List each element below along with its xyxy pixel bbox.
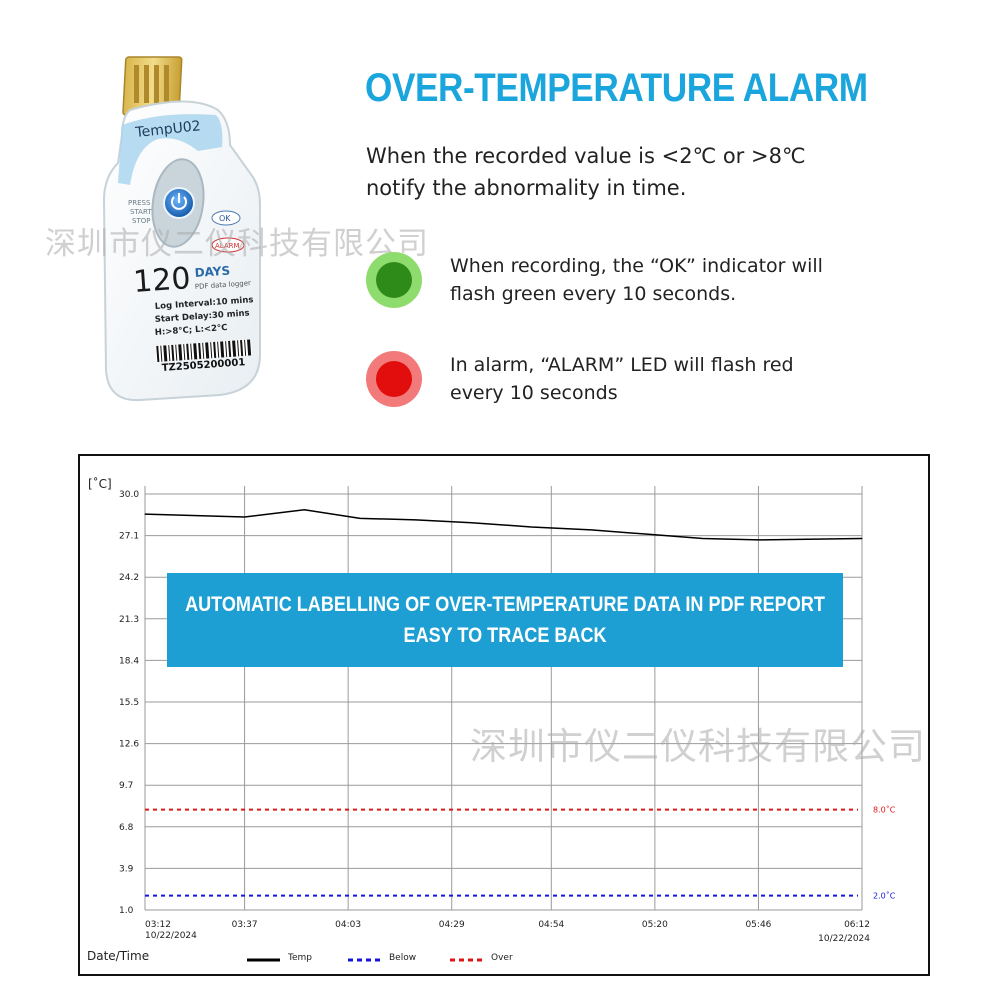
data-point xyxy=(415,519,417,521)
legend-label-temp: Temp xyxy=(287,953,312,963)
device-model: TempU02 xyxy=(134,118,202,141)
temperature-logger-device: TempU02 PRESS START STOP OK ALARM 120 DA… xyxy=(102,56,261,402)
x-tick-label: 05:20 xyxy=(642,920,668,930)
alarm-description: When the recorded value is <2℃ or >8℃ no… xyxy=(366,140,806,204)
data-point xyxy=(471,522,473,524)
page-title: OVER-TEMPERATURE ALARM xyxy=(365,66,868,110)
x-tick-label: 05:46 xyxy=(745,920,771,930)
data-point xyxy=(359,517,361,519)
legend-label-over: Over xyxy=(491,953,513,963)
y-tick-label: 21.3 xyxy=(119,615,139,625)
power-icon xyxy=(171,193,187,210)
y-tick-label: 9.7 xyxy=(119,781,133,791)
data-point xyxy=(144,513,146,515)
info-banner: AUTOMATIC LABELLING OF OVER-TEMPERATURE … xyxy=(167,573,843,667)
x-tick-label: 03:12 xyxy=(145,920,171,930)
button-label-press: PRESS xyxy=(128,199,151,207)
x-end-date: 10/22/2024 xyxy=(818,934,870,944)
x-tick-label: 04:54 xyxy=(538,920,564,930)
alarm-indicator-text: In alarm, “ALARM” LED will flash red eve… xyxy=(450,354,794,404)
chart-frame xyxy=(78,454,930,976)
watermark-top: 深圳市仪二仪科技有限公司 xyxy=(45,226,429,262)
usb-connector xyxy=(122,56,183,116)
legend-label-below: Below xyxy=(389,953,416,963)
button-label-stop: STOP xyxy=(132,217,150,225)
description-line-2: notify the abnormality in time. xyxy=(366,176,687,200)
y-tick-label: 15.5 xyxy=(119,698,139,708)
watermark-bottom: 深圳市仪二仪科技有限公司 xyxy=(470,725,926,768)
y-tick-label: 30.0 xyxy=(119,490,139,500)
x-start-date: 10/22/2024 xyxy=(145,931,197,941)
x-tick-label: 04:03 xyxy=(335,920,361,930)
data-point xyxy=(861,537,863,539)
days-word: DAYS xyxy=(194,264,230,280)
y-tick-label: 1.0 xyxy=(119,906,134,916)
data-point xyxy=(646,533,648,535)
data-point xyxy=(530,526,532,528)
y-tick-label: 27.1 xyxy=(119,532,139,542)
x-tick-label: 04:29 xyxy=(439,920,465,930)
alarm-led-label: ALARM xyxy=(215,242,240,250)
threshold-label-over: 8.0˚C xyxy=(873,805,896,815)
banner-line-1: AUTOMATIC LABELLING OF OVER-TEMPERATURE … xyxy=(185,593,825,616)
data-point xyxy=(303,509,305,511)
alarm-indicator-row: In alarm, “ALARM” LED will flash red eve… xyxy=(366,351,870,407)
y-tick-label: 12.6 xyxy=(119,740,139,750)
y-tick-label: 18.4 xyxy=(119,656,139,666)
data-point xyxy=(757,539,759,541)
x-tick-label: 06:12 xyxy=(844,920,870,930)
banner-line-2: EASY TO TRACE BACK xyxy=(403,624,607,647)
data-point xyxy=(702,537,704,539)
y-axis-label: [˚C] xyxy=(88,476,112,491)
device-subtitle: PDF data logger xyxy=(195,279,252,291)
x-tick-label: 03:37 xyxy=(232,920,258,930)
threshold-label-below: 2.0˚C xyxy=(873,891,896,901)
series-line-temp xyxy=(144,509,863,541)
y-tick-label: 3.9 xyxy=(119,864,134,874)
ok-indicator-text: When recording, the “OK” indicator will … xyxy=(450,255,823,305)
x-axis-label: Date/Time xyxy=(87,949,149,963)
device-body xyxy=(102,100,261,402)
green-led-icon xyxy=(366,252,422,308)
y-tick-label: 6.8 xyxy=(119,823,134,833)
data-point xyxy=(590,529,592,531)
data-point xyxy=(244,516,246,518)
description-line-1: When the recorded value is <2℃ or >8℃ xyxy=(366,144,806,168)
red-led-icon xyxy=(366,351,422,407)
ok-led-label: OK xyxy=(219,214,231,223)
button-label-start: START xyxy=(130,208,152,216)
barcode xyxy=(155,339,253,363)
ok-indicator-row: When recording, the “OK” indicator will … xyxy=(366,252,870,308)
days-number: 120 xyxy=(132,261,192,300)
y-tick-label: 24.2 xyxy=(119,573,139,583)
